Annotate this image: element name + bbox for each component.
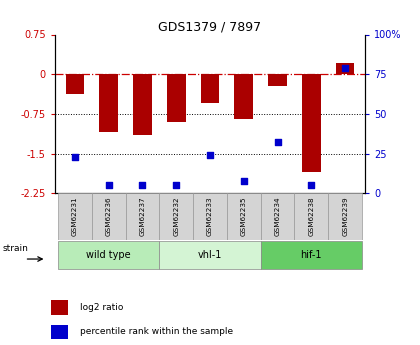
Text: log2 ratio: log2 ratio: [80, 303, 123, 312]
Point: [71, 154, 78, 159]
Text: hif-1: hif-1: [301, 250, 322, 260]
Title: GDS1379 / 7897: GDS1379 / 7897: [158, 20, 262, 33]
Text: GSM62236: GSM62236: [106, 197, 112, 236]
Bar: [302, 74, 320, 172]
Point: [274, 140, 281, 145]
Text: percentile rank within the sample: percentile rank within the sample: [80, 327, 233, 336]
Bar: [51, 325, 68, 339]
Bar: [294, 193, 328, 240]
Text: GSM62233: GSM62233: [207, 197, 213, 236]
Point: [308, 183, 315, 188]
Text: strain: strain: [3, 244, 29, 253]
Bar: [261, 193, 294, 240]
Bar: [193, 193, 227, 240]
Point: [139, 183, 146, 188]
Text: GSM62238: GSM62238: [308, 197, 314, 236]
Text: GSM62231: GSM62231: [72, 197, 78, 236]
Text: wild type: wild type: [87, 250, 131, 260]
Point: [173, 183, 180, 188]
Bar: [328, 193, 362, 240]
Bar: [268, 74, 287, 86]
Point: [342, 65, 349, 71]
Text: GSM62235: GSM62235: [241, 197, 247, 236]
Point: [105, 183, 112, 188]
Text: GSM62232: GSM62232: [173, 197, 179, 236]
Point: [207, 152, 213, 158]
Bar: [126, 193, 159, 240]
Point: [240, 178, 247, 183]
Bar: [133, 74, 152, 135]
Bar: [234, 74, 253, 119]
Bar: [159, 241, 261, 269]
Bar: [167, 74, 186, 122]
Bar: [201, 74, 219, 103]
Bar: [51, 300, 68, 315]
Bar: [100, 74, 118, 132]
Bar: [159, 193, 193, 240]
Text: GSM62234: GSM62234: [275, 197, 281, 236]
Bar: [58, 193, 92, 240]
Text: GSM62239: GSM62239: [342, 197, 348, 236]
Bar: [66, 74, 84, 94]
Bar: [58, 241, 159, 269]
Text: GSM62237: GSM62237: [139, 197, 145, 236]
Text: vhl-1: vhl-1: [198, 250, 222, 260]
Bar: [336, 62, 354, 74]
Bar: [261, 241, 362, 269]
Bar: [92, 193, 126, 240]
Bar: [227, 193, 261, 240]
